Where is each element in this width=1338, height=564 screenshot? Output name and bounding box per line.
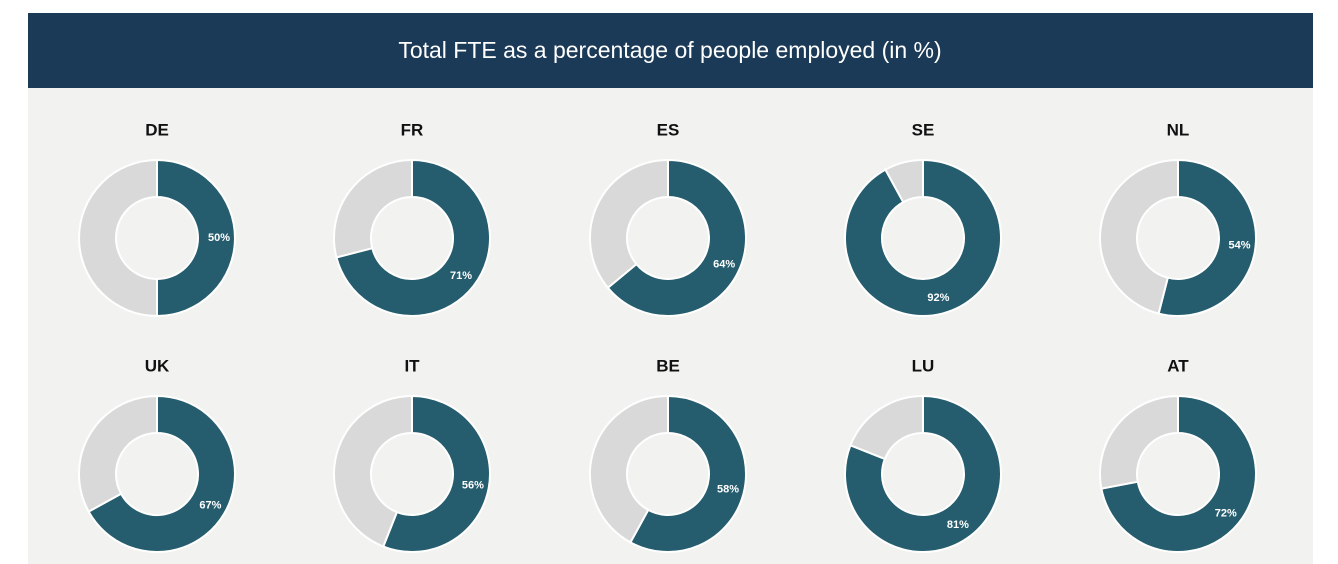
donut-segment xyxy=(589,394,669,544)
donut-segment xyxy=(333,394,413,548)
donut-segment xyxy=(1098,394,1179,490)
data-label: 50% xyxy=(208,232,230,244)
data-label: 54% xyxy=(1228,240,1250,252)
donut-segment xyxy=(844,158,1002,317)
donut-segment xyxy=(884,158,924,204)
data-label: 71% xyxy=(450,270,472,282)
chart-title: UK xyxy=(145,356,170,375)
donut-segment xyxy=(1157,158,1257,317)
chart-title: AT xyxy=(1167,356,1189,375)
data-label: 64% xyxy=(713,258,735,270)
donut-segment xyxy=(606,158,747,317)
donut-segment xyxy=(333,158,413,259)
donut-segment xyxy=(1100,394,1257,553)
donut-segment xyxy=(87,394,236,553)
data-label: 92% xyxy=(927,292,949,304)
title-bar xyxy=(28,13,1313,88)
data-label: 58% xyxy=(717,483,739,495)
page-title: Total FTE as a percentage of people empl… xyxy=(398,37,941,63)
donut-segment xyxy=(78,394,158,513)
data-label: 72% xyxy=(1215,507,1237,519)
donut-segment xyxy=(849,394,924,461)
donut-segment xyxy=(335,158,491,317)
donut-segment xyxy=(156,158,236,318)
chart-title: DE xyxy=(145,120,169,139)
chart-title: FR xyxy=(401,120,424,139)
data-label: 56% xyxy=(462,480,484,492)
donut-segment xyxy=(589,158,669,290)
chart-title: ES xyxy=(657,120,680,139)
donut-segment xyxy=(1099,158,1179,315)
chart-title: NL xyxy=(1167,120,1190,139)
data-label: 67% xyxy=(199,499,221,511)
donut-segment xyxy=(844,394,1002,553)
chart-title: SE xyxy=(912,120,935,139)
donut-segment xyxy=(381,394,491,553)
donut-segment xyxy=(78,158,158,318)
chart-title: IT xyxy=(404,356,420,375)
donut-segment xyxy=(629,394,747,553)
data-label: 81% xyxy=(947,519,969,531)
chart-title: LU xyxy=(912,356,935,375)
chart-title: BE xyxy=(656,356,680,375)
